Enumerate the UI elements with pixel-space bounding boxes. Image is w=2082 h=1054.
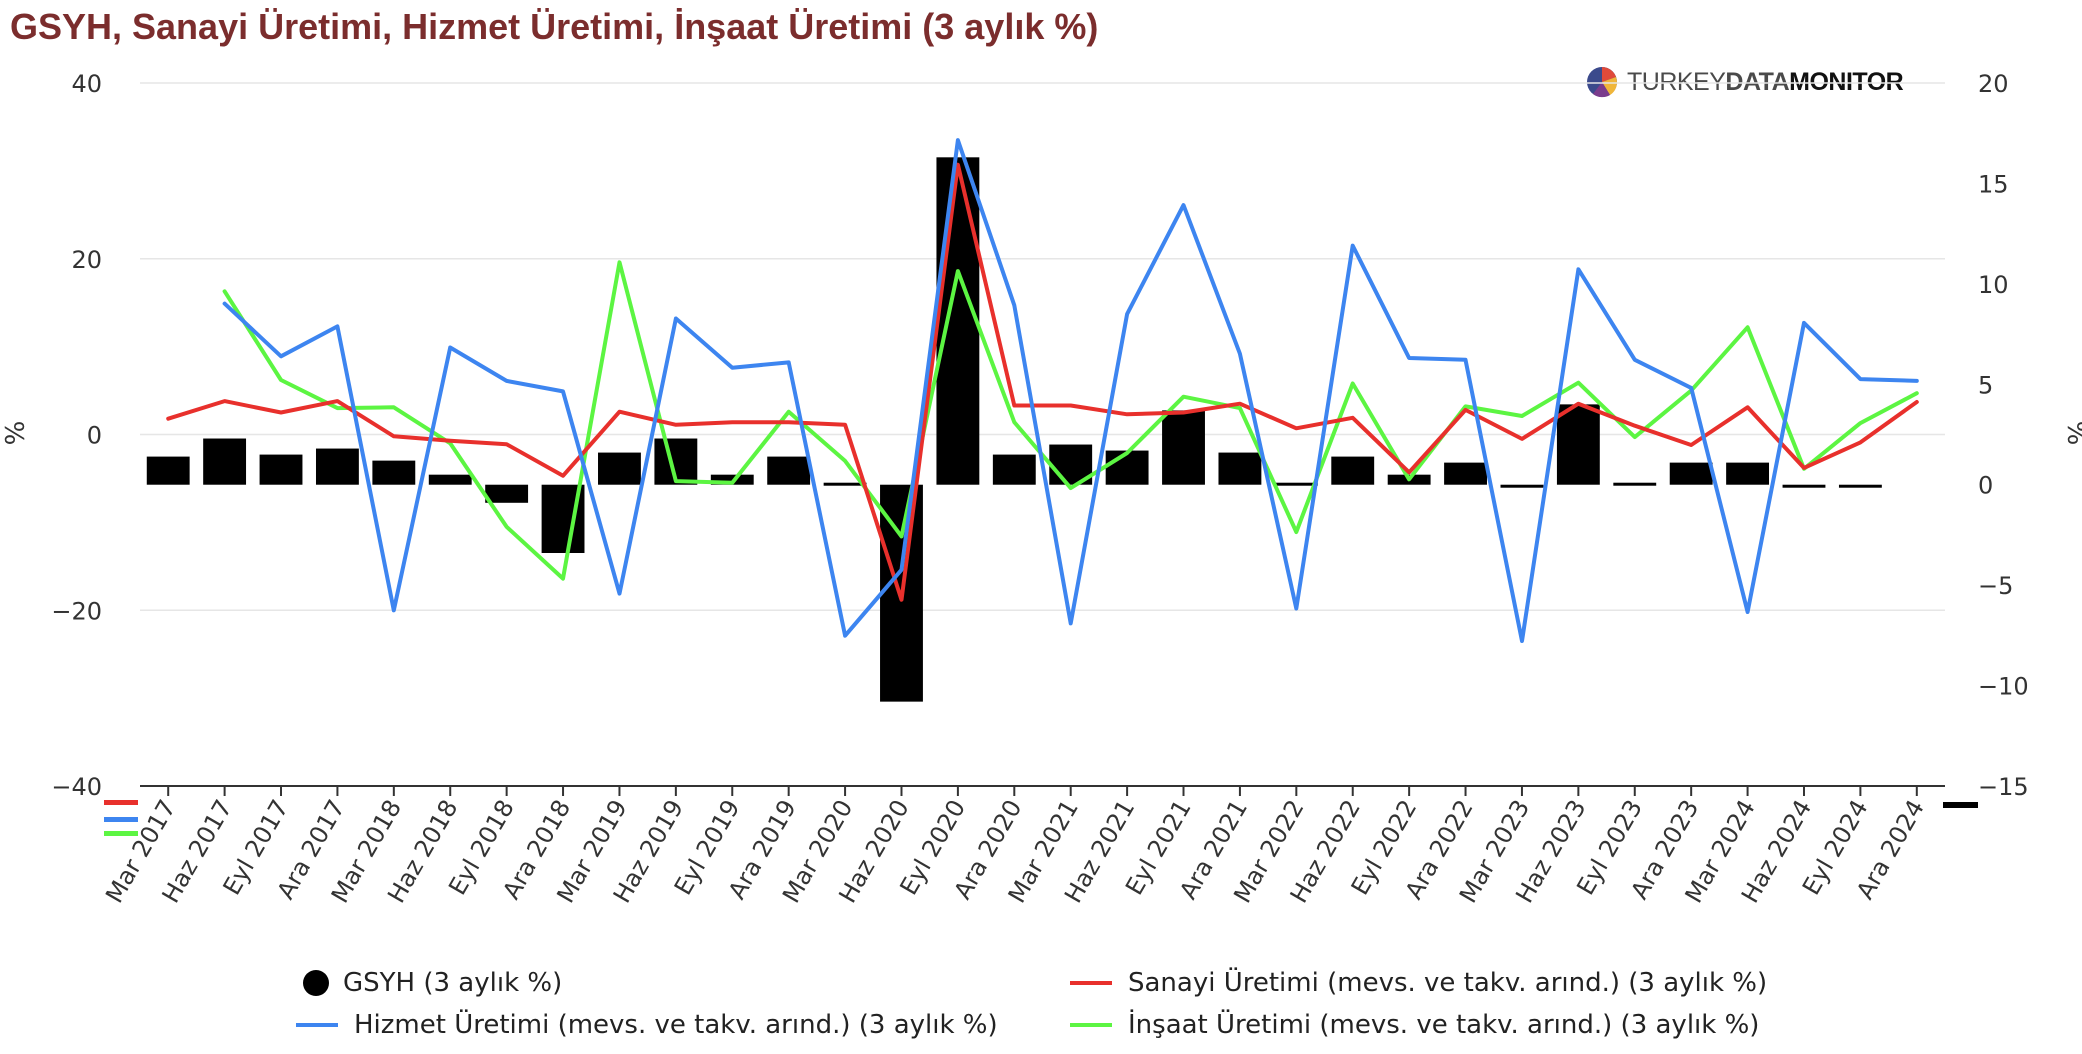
axis-marker-gsyh — [1943, 802, 1978, 808]
gsyh-bar — [1444, 462, 1487, 485]
axis-marker-insaat — [104, 831, 138, 836]
gsyh-bar — [1274, 482, 1318, 486]
gsyh-bar — [1613, 482, 1657, 486]
series-lines — [166, 138, 1919, 643]
left-tick-label: 40 — [71, 70, 102, 98]
right-tick-label: 20 — [1978, 70, 2009, 98]
right-axis-title: % — [2061, 421, 2082, 446]
gsyh-bar — [598, 452, 641, 485]
gsyh-bar — [992, 454, 1036, 485]
axis-decorations — [104, 800, 1978, 836]
gsyh-bar — [259, 454, 303, 485]
right-tick-label: −10 — [1978, 673, 2029, 701]
right-tick-label: 10 — [1978, 271, 2009, 299]
legend-item-hizmet[interactable]: Hizmet Üretimi (mevs. ve takv. arınd.) (… — [296, 1010, 998, 1040]
gsyh-bar — [1331, 456, 1375, 485]
left-tick-label: 0 — [87, 422, 102, 450]
left-y-axis: −40 −20 0 20 40% — [1, 70, 102, 801]
hizmet-line — [222, 138, 1919, 643]
left-tick-label: −20 — [51, 597, 102, 625]
gsyh-bar — [428, 474, 472, 485]
axis-marker-hizmet — [104, 817, 138, 822]
gsyh-bar — [936, 157, 980, 485]
gsyh-bar — [1669, 462, 1713, 485]
gsyh-bar — [1500, 484, 1544, 488]
right-y-axis: −15 −10 −5 0 5 10 15 20% — [1978, 70, 2082, 801]
gsyh-bars — [146, 157, 1882, 702]
gsyh-bar — [315, 448, 359, 485]
gsyh-bar — [1556, 404, 1600, 485]
gsyh-bar — [1218, 452, 1262, 485]
sanayi-line — [166, 162, 1919, 602]
gsyh-bar — [1726, 462, 1770, 485]
legend-marker-gsyh — [303, 970, 329, 996]
left-tick-label: −40 — [51, 773, 102, 801]
gsyh-bar — [146, 456, 190, 485]
left-axis-title: % — [1, 421, 31, 446]
right-tick-label: −15 — [1978, 773, 2029, 801]
right-tick-label: −5 — [1978, 572, 2013, 600]
chart-plot: −40 −20 0 20 40% −15 −10 −5 0 5 10 15 20% Mar 2017H… — [1, 70, 2082, 908]
left-tick-label: 20 — [71, 246, 102, 274]
legend-marker-sanayi — [1070, 981, 1112, 985]
gsyh-bar — [1162, 410, 1205, 485]
logo-text-part2: DATA — [1725, 67, 1790, 96]
gsyh-bar — [1105, 450, 1149, 485]
insaat-line — [222, 260, 1919, 581]
turkeydatamonitor-logo: TURKEYDATAMONITOR — [1585, 62, 1904, 102]
right-tick-label: 15 — [1978, 170, 2009, 198]
legend-label-sanayi: Sanayi Üretimi (mevs. ve takv. arınd.) (… — [1128, 968, 1768, 998]
logo-text-part3: MONITOR — [1789, 67, 1904, 96]
chart-legend: GSYH (3 aylık %) Sanayi Üretimi (mevs. v… — [0, 960, 2082, 1054]
logo-text: TURKEYDATAMONITOR — [1627, 67, 1904, 97]
gsyh-bar — [203, 438, 247, 485]
logo-text-part1: TURKEY — [1627, 67, 1726, 96]
right-tick-label: 5 — [1978, 371, 1993, 399]
legend-item-insaat[interactable]: İnşaat Üretimi (mevs. ve takv. arınd.) (… — [1070, 1010, 1759, 1040]
legend-marker-hizmet — [296, 1023, 338, 1027]
legend-label-insaat: İnşaat Üretimi (mevs. ve takv. arınd.) (… — [1128, 1010, 1760, 1040]
gsyh-bar — [823, 482, 867, 486]
logo-pie-icon — [1587, 67, 1617, 98]
legend-item-gsyh[interactable]: GSYH (3 aylık %) — [303, 968, 562, 998]
legend-label-hizmet: Hizmet Üretimi (mevs. ve takv. arınd.) (… — [354, 1010, 998, 1040]
axis-marker-sanayi — [104, 800, 138, 805]
gsyh-bar — [485, 484, 529, 503]
gsyh-bar — [767, 456, 811, 485]
grid-lines — [140, 82, 1945, 611]
gsyh-bar — [1782, 484, 1826, 488]
legend-label-gsyh: GSYH (3 aylık %) — [343, 968, 563, 998]
gsyh-bar — [372, 460, 416, 485]
legend-item-sanayi[interactable]: Sanayi Üretimi (mevs. ve takv. arınd.) (… — [1070, 968, 1767, 998]
gsyh-bar — [1838, 484, 1882, 488]
right-tick-label: 0 — [1978, 472, 1993, 500]
chart-title: GSYH, Sanayi Üretimi, Hizmet Üretimi, İn… — [10, 6, 1099, 47]
legend-marker-insaat — [1070, 1023, 1112, 1027]
